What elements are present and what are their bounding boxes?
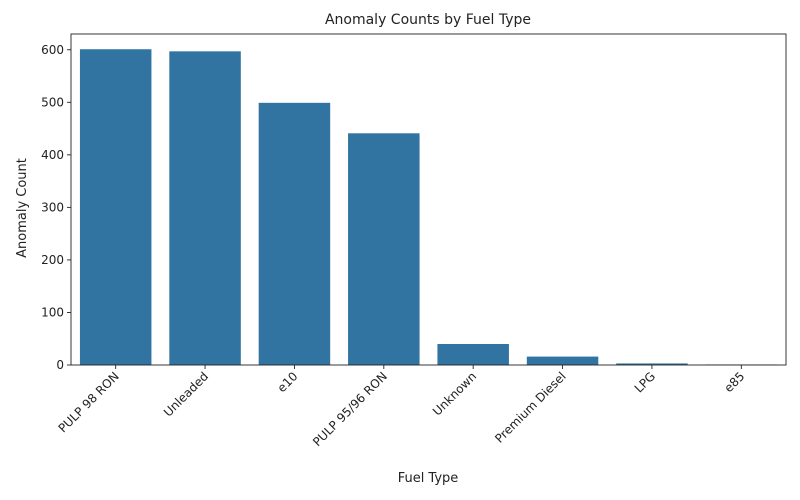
y-axis: 0 100 200 300 400 500 600	[41, 43, 71, 372]
x-axis: PULP 98 RON Unleaded e10 PULP 95/96 RON Unkn…	[56, 365, 748, 449]
y-axis-title: Anomaly Count	[15, 158, 30, 258]
bar	[348, 133, 420, 365]
y-tick-label: 300	[41, 200, 64, 214]
x-tick-label: PULP 95/96 RON	[310, 369, 390, 449]
y-tick-label: 500	[41, 95, 64, 109]
x-tick-label: e10	[275, 369, 301, 395]
x-tick-label: Unknown	[430, 369, 479, 418]
bar	[616, 363, 688, 365]
plot-frame	[70, 33, 787, 366]
x-tick-label: LPG	[632, 369, 658, 395]
bar	[526, 356, 599, 365]
bar	[258, 102, 331, 366]
y-tick-label: 100	[41, 305, 64, 319]
bar	[437, 343, 509, 365]
bars	[79, 49, 778, 366]
x-tick-label: Premium Diesel	[492, 369, 568, 445]
y-tick-label: 0	[56, 358, 64, 372]
x-tick-label: Unleaded	[161, 369, 211, 419]
x-tick-label: e85	[722, 369, 748, 395]
chart-title: Anomaly Counts by Fuel Type	[325, 12, 531, 28]
y-tick-label: 200	[41, 253, 64, 267]
y-tick-label: 400	[41, 148, 64, 162]
x-axis-title: Fuel Type	[398, 471, 459, 486]
bar	[79, 49, 152, 365]
bar	[169, 51, 241, 365]
y-tick-label: 600	[41, 43, 64, 57]
x-tick-label: PULP 98 RON	[56, 369, 122, 435]
